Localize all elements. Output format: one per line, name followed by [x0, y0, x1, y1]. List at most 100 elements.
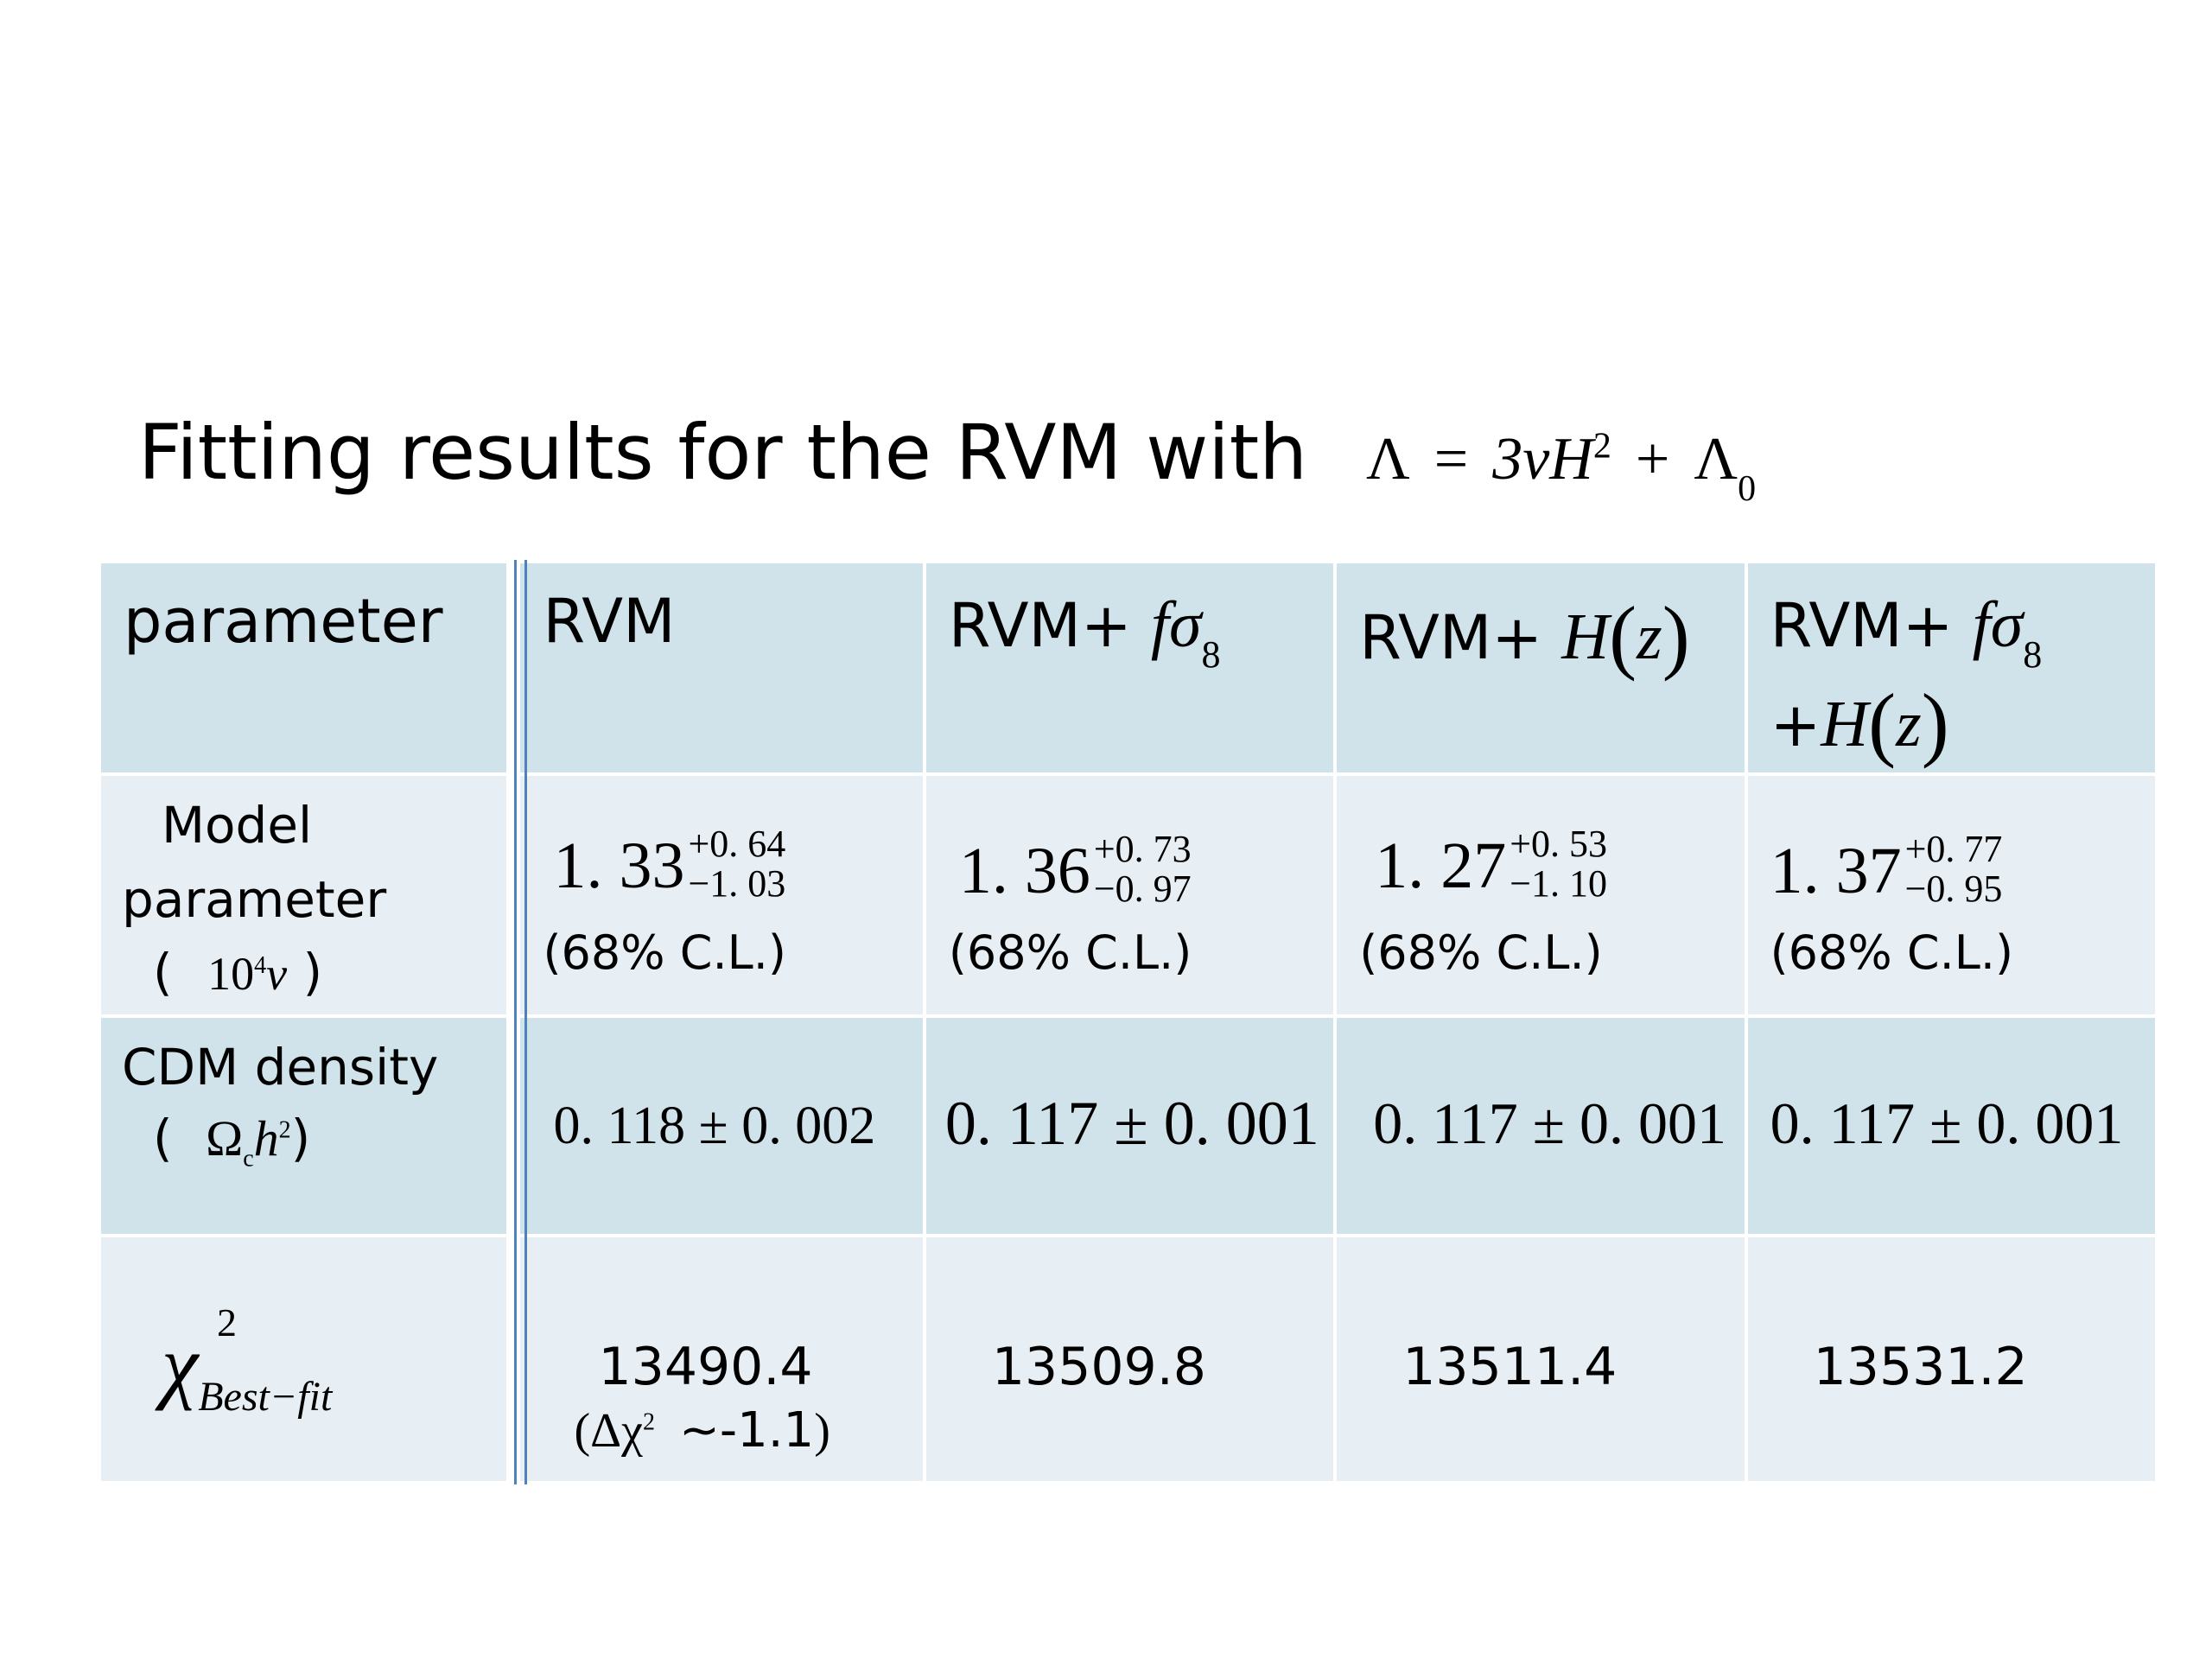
- model-label-10: 104ν: [207, 948, 287, 1000]
- both-hz-h: H: [1821, 688, 1869, 761]
- header-rvm-both-prefix: RVM+: [1770, 590, 1954, 661]
- chi2-cell-rvm-fs8: 13509.8: [922, 1234, 1338, 1484]
- chi2-cell-rvm: 13490.4 (Δχ2 ~-1.1): [512, 1234, 926, 1484]
- formula-term-a: 3νH: [1492, 426, 1593, 493]
- formula-equals: =: [1433, 426, 1469, 493]
- model-cell-rvm-hz: 1. 27 +0. 53 −1. 10 (68% C.L.): [1333, 772, 1748, 1018]
- model-value-rvm-plus: +0. 64: [688, 823, 786, 865]
- model-value-rvm-hz: 1. 27 +0. 53 −1. 10: [1375, 823, 1608, 906]
- hz-z: z: [1637, 601, 1662, 673]
- model-label-nu: ν: [266, 948, 288, 1000]
- chi2-value-rvm: 13490.4: [598, 1337, 813, 1397]
- results-table-wrapper: parameter RVM RVM+ fσ8 RVM+ H(z) RVM+ fσ…: [97, 560, 2159, 1486]
- chi2-delta-rvm: (Δχ2 ~-1.1): [574, 1407, 830, 1456]
- cdm-h-sup: 2: [278, 1116, 291, 1144]
- header-rvm-fs8: RVM+ fσ8: [948, 584, 1221, 676]
- model-cl-rvm-fs8: (68% C.L.): [948, 925, 1192, 980]
- chi2-cell-rvm-hz: 13511.4: [1333, 1234, 1748, 1484]
- results-table: parameter RVM RVM+ fσ8 RVM+ H(z) RVM+ fσ…: [97, 560, 2159, 1486]
- cdm-label-line2: ( Ωch2): [153, 1113, 310, 1172]
- chi2-value-rvm-both: 13531.2: [1813, 1337, 2028, 1397]
- model-cl-rvm: (68% C.L.): [543, 925, 786, 980]
- model-cl-rvm-both: (68% C.L.): [1770, 925, 2014, 980]
- formula-lambda: Λ: [1365, 426, 1410, 493]
- model-value-rvm-main: 1. 33: [553, 830, 685, 903]
- cdm-value-rvm-both: 0. 117 ± 0. 001: [1770, 1090, 2124, 1156]
- cdm-h: h: [253, 1110, 279, 1166]
- both-fsigma-sub: 8: [2023, 633, 2043, 677]
- model-value-rvm-both-errors: +0. 77 −0. 95: [1904, 828, 2003, 911]
- model-value-rvm-errors: +0. 64 −1. 03: [688, 823, 786, 906]
- model-value-rvm-both-plus: +0. 77: [1904, 828, 2003, 870]
- model-label-line1: Model: [162, 796, 313, 855]
- chi2-label-cell: 2 χBest−fit: [97, 1234, 530, 1486]
- model-value-rvm-fs8-plus: +0. 73: [1093, 828, 1192, 870]
- chi2-label-sub: Best−fit: [198, 1374, 333, 1420]
- header-parameter: parameter: [124, 586, 443, 657]
- model-value-rvm-minus: −1. 03: [688, 862, 786, 906]
- header-cell-rvm-hz: RVM+ H(z): [1333, 560, 1748, 776]
- model-value-rvm-hz-plus: +0. 53: [1510, 823, 1608, 865]
- formula-term-b-sub: 0: [1738, 469, 1757, 509]
- header-rvm-both-plus: +: [1770, 690, 1821, 761]
- both-hz-z: z: [1896, 688, 1922, 761]
- header-cell-rvm: RVM: [512, 560, 926, 776]
- formula-term-a-sup: 2: [1592, 426, 1611, 467]
- model-label-open: (: [153, 943, 173, 1001]
- model-parameter-label-cell: Model parameter ( 104ν ): [97, 772, 530, 1020]
- header-rvm-hz-prefix: RVM+: [1359, 602, 1542, 673]
- header-fsigma8: fσ8: [1150, 588, 1221, 676]
- model-label-line3: ( 104ν ): [153, 947, 322, 997]
- model-value-rvm: 1. 33 +0. 64 −1. 03: [553, 823, 786, 906]
- cdm-density-row: CDM density ( Ωch2) 0. 118 ± 0. 002 0. 1…: [97, 1014, 2159, 1239]
- header-row: parameter RVM RVM+ fσ8 RVM+ H(z) RVM+ fσ…: [97, 560, 2159, 778]
- model-value-rvm-hz-minus: −1. 10: [1510, 862, 1608, 906]
- cdm-value-rvm: 0. 118 ± 0. 002: [553, 1096, 876, 1155]
- chi2-label-symbol: χ: [162, 1319, 199, 1411]
- title-formula: Λ = 3νH2 + Λ0: [1365, 426, 1756, 507]
- model-value-rvm-hz-main: 1. 27: [1375, 830, 1507, 903]
- model-value-rvm-hz-errors: +0. 53 −1. 10: [1510, 823, 1608, 906]
- header-hz: H(z): [1561, 589, 1690, 682]
- header-rvm-fs8-prefix: RVM+: [948, 590, 1132, 661]
- cdm-omega-sub: c: [243, 1145, 254, 1173]
- model-parameter-row: Model parameter ( 104ν ) 1. 33 +0. 64 −1. …: [97, 772, 2159, 1020]
- fsigma-symbol: fσ: [1150, 588, 1202, 661]
- model-value-rvm-fs8-main: 1. 36: [958, 835, 1090, 908]
- model-value-rvm-both-main: 1. 37: [1770, 835, 1902, 908]
- slide-title: Fitting results for the RVM with Λ = 3νH2 +…: [138, 415, 1756, 508]
- formula-plus: +: [1635, 426, 1670, 493]
- formula-term-b: Λ: [1694, 426, 1738, 493]
- cdm-label-line1: CDM density: [122, 1038, 439, 1096]
- cdm-cell-rvm-fs8: 0. 117 ± 0. 001: [922, 1014, 1338, 1237]
- chi2-cell-rvm-both: 13531.2: [1744, 1234, 2159, 1484]
- chi2-value-rvm-fs8: 13509.8: [991, 1337, 1206, 1397]
- model-label-10-sup: 4: [254, 952, 267, 979]
- model-value-rvm-fs8-minus: −0. 97: [1093, 868, 1192, 911]
- header-cell-rvm-both: RVM+ fσ8 +H(z): [1744, 560, 2159, 776]
- model-label-line2: parameter: [122, 870, 387, 929]
- cdm-label-omega: Ωch2: [206, 1110, 291, 1172]
- chi2-label-sup: 2: [217, 1300, 237, 1344]
- fsigma-sub: 8: [1201, 633, 1221, 677]
- title-text: Fitting results for the RVM with: [138, 408, 1307, 497]
- chi2-row: 2 χBest−fit 13490.4 (Δχ2 ~-1.1) 13509.8 …: [97, 1234, 2159, 1486]
- model-cell-rvm-both: 1. 37 +0. 77 −0. 95 (68% C.L.): [1744, 772, 2159, 1018]
- cdm-label-open: (: [153, 1109, 173, 1167]
- header-both-hz: H(z): [1821, 677, 1949, 770]
- header-cell-rvm-fs8: RVM+ fσ8: [922, 560, 1338, 776]
- model-value-rvm-fs8-errors: +0. 73 −0. 97: [1093, 828, 1192, 911]
- cdm-density-label-cell: CDM density ( Ωch2): [97, 1014, 530, 1239]
- header-rvm: RVM: [543, 586, 676, 657]
- model-cell-rvm: 1. 33 +0. 64 −1. 03 (68% C.L.): [512, 772, 926, 1018]
- both-fsigma-symbol: fσ: [1972, 588, 2024, 661]
- hz-h: H: [1561, 601, 1610, 673]
- model-cell-rvm-fs8: 1. 36 +0. 73 −0. 97 (68% C.L.): [922, 772, 1338, 1018]
- header-rvm-hz: RVM+ H(z): [1359, 584, 1689, 688]
- chi2-delta-sup: 2: [643, 1408, 655, 1436]
- model-label-close: ): [302, 943, 323, 1001]
- chi2-label: 2 χBest−fit: [162, 1300, 332, 1418]
- header-both-fsigma8: fσ8: [1972, 588, 2043, 676]
- model-value-rvm-both-minus: −0. 95: [1904, 868, 2003, 911]
- cdm-value-rvm-hz: 0. 117 ± 0. 001: [1373, 1090, 1727, 1156]
